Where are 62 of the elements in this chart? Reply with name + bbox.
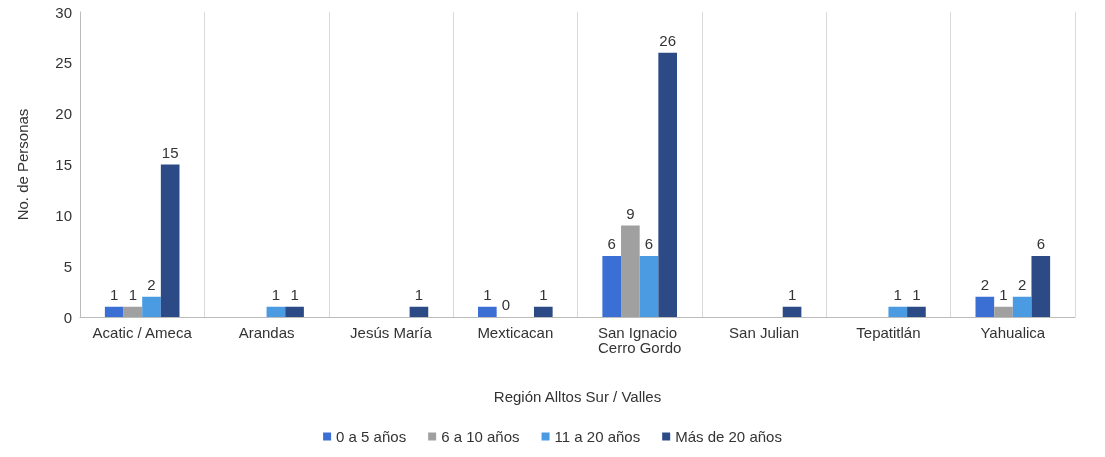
data-label: 1 <box>893 285 902 303</box>
x-tick-label: Yahualica <box>980 324 1046 341</box>
bar <box>104 306 124 317</box>
bar <box>888 306 908 317</box>
bar <box>621 225 640 317</box>
data-label: 1 <box>483 285 492 303</box>
data-label: 1 <box>539 285 548 303</box>
bar <box>266 306 286 317</box>
data-label: 15 <box>161 143 179 161</box>
data-label: 1 <box>787 285 797 303</box>
data-label: 6 <box>644 235 654 252</box>
legend-label: 11 a 20 años <box>554 428 641 445</box>
bar <box>478 306 497 317</box>
data-label: 1 <box>110 285 119 303</box>
y-tick-label: 15 <box>55 156 72 173</box>
data-label: 1 <box>128 285 138 303</box>
y-tick-label: 30 <box>55 3 72 21</box>
data-label: 1 <box>414 285 424 303</box>
bar <box>658 52 677 317</box>
y-axis-title: No. de Personas <box>14 108 31 221</box>
data-label: 1 <box>271 285 281 303</box>
bar <box>1012 296 1032 317</box>
legend-label: 0 a 5 años <box>336 428 407 445</box>
data-label: 1 <box>999 285 1008 303</box>
data-label: 26 <box>659 31 677 49</box>
data-label: 1 <box>290 285 299 303</box>
data-label: 6 <box>1036 235 1045 252</box>
y-tick-label: 5 <box>63 257 72 275</box>
bar <box>639 256 659 317</box>
y-tick-label: 20 <box>55 105 72 123</box>
data-label: 2 <box>147 275 156 293</box>
y-tick-label: 0 <box>63 308 72 326</box>
x-tick-label: Acatic / Ameca <box>92 324 193 341</box>
bar <box>907 306 926 317</box>
bar <box>123 306 143 317</box>
y-tick-label: 25 <box>55 54 72 72</box>
data-label: 2 <box>980 275 989 293</box>
bar <box>409 306 429 317</box>
data-label: 9 <box>626 204 635 222</box>
legend-label: 6 a 10 años <box>441 428 520 445</box>
data-label: 1 <box>912 285 921 303</box>
y-tick-label: 10 <box>55 206 72 224</box>
x-tick-label: Jesús María <box>350 324 433 341</box>
bar <box>975 296 995 317</box>
bar <box>142 296 161 317</box>
x-axis-title: Región Alltos Sur / Valles <box>493 388 662 405</box>
x-tick-label: Mexticacan <box>477 324 554 341</box>
bar <box>285 306 304 317</box>
x-tick-label: Tepatitlán <box>856 324 921 341</box>
x-tick-label: San Ignacio Cerro Gordo <box>597 324 682 356</box>
bar <box>994 306 1013 317</box>
data-label: 0 <box>501 296 511 313</box>
legend-label: Más de 20 años <box>675 428 782 445</box>
x-tick-label: San Julian <box>729 324 800 341</box>
data-label: 2 <box>1017 275 1027 293</box>
bar <box>782 306 802 317</box>
data-label: 6 <box>607 235 616 252</box>
bar <box>1031 256 1051 317</box>
bar <box>533 306 553 317</box>
bar <box>602 256 622 317</box>
x-tick-label: Arandas <box>238 324 295 341</box>
bar <box>160 164 180 317</box>
